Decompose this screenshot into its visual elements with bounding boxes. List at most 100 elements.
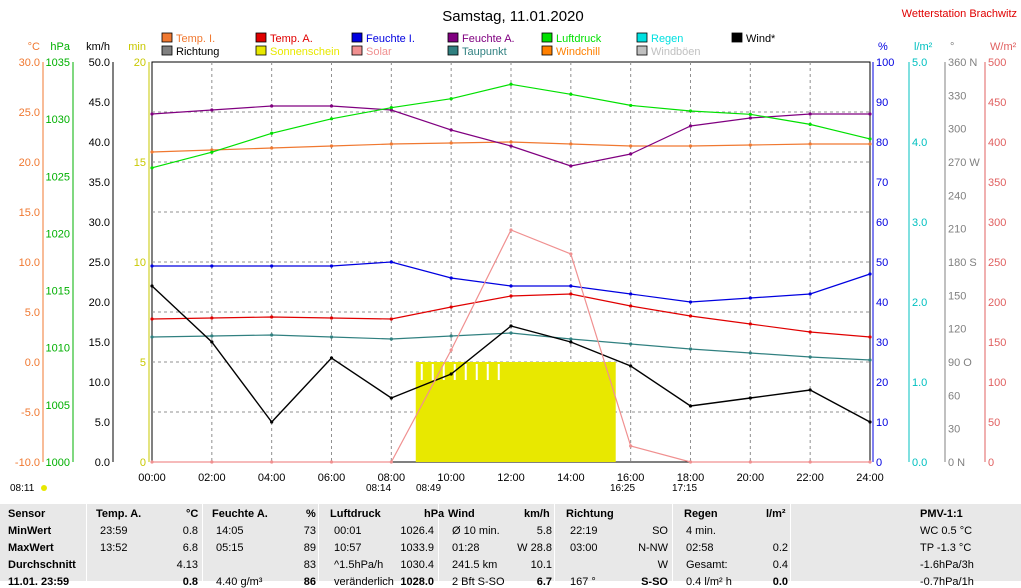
legend-swatch xyxy=(541,45,553,56)
stats-hum-value: 89 xyxy=(303,542,316,554)
column-separator xyxy=(438,504,439,581)
stats-pmv-value: -0.7hPa/1h xyxy=(920,576,974,588)
data-point xyxy=(270,264,274,268)
pct-tick: 20 xyxy=(876,377,888,389)
stats-dir-time: 03:00 xyxy=(570,542,598,554)
stats-hum-value: 83 xyxy=(303,559,316,571)
data-point xyxy=(808,330,812,334)
stats-row-label: 11.01. 23:59 xyxy=(8,576,70,588)
column-separator xyxy=(554,504,555,581)
data-point xyxy=(329,335,334,339)
deg-tick: 90 O xyxy=(948,357,972,369)
deg-tick: 270 W xyxy=(948,157,980,169)
legend-swatch xyxy=(161,45,173,56)
stats-rain-time: 4 min. xyxy=(686,525,716,537)
stats-rain-time: Gesamt: xyxy=(686,559,728,571)
stats-header-hum: Feuchte A. xyxy=(212,508,268,520)
legend-swatch xyxy=(255,45,267,56)
kmh-tick: 15.0 xyxy=(89,337,110,349)
column-separator xyxy=(86,504,87,581)
legend: Temp. I. Temp. A. Feuchte I. Feuchte A. Luft… xyxy=(161,32,776,58)
hpa-tick: 1035 xyxy=(46,57,70,69)
legend-label: Luftdruck xyxy=(556,33,602,45)
data-point xyxy=(449,97,453,101)
data-point xyxy=(569,252,573,256)
wm2-tick: 300 xyxy=(988,217,1006,229)
data-point xyxy=(748,296,752,300)
data-point xyxy=(808,142,812,146)
data-point xyxy=(629,292,633,296)
stats-hum-time: 05:15 xyxy=(216,542,244,554)
data-point xyxy=(449,372,453,376)
data-point xyxy=(509,140,513,144)
legend-label: Wind* xyxy=(746,33,776,45)
pct-tick: 50 xyxy=(876,257,888,269)
stats-wind-time: Ø 10 min. xyxy=(452,525,500,537)
data-point xyxy=(329,356,334,360)
data-point xyxy=(748,322,752,326)
data-point xyxy=(329,144,334,148)
deg-tick: 210 xyxy=(948,224,966,236)
data-point xyxy=(748,396,752,400)
data-point xyxy=(449,276,453,280)
data-point xyxy=(270,333,274,337)
column-separator xyxy=(202,504,203,581)
wm2-tick: 400 xyxy=(988,137,1006,149)
axes: °C 30.0 25.0 20.0 15.0 10.0 5.0 0.0 -5.0 -10.0 hPa… xyxy=(15,41,1017,484)
stats-pmv-value: TP -1.3 °C xyxy=(920,542,972,554)
data-point xyxy=(509,82,513,86)
pct-tick: 30 xyxy=(876,337,888,349)
data-point xyxy=(629,152,633,156)
data-point xyxy=(629,364,633,368)
stats-header-wind-unit: km/h xyxy=(524,508,550,520)
data-point xyxy=(150,317,154,321)
legend-swatch xyxy=(447,45,459,56)
data-point xyxy=(270,131,274,135)
time-tick: 12:00 xyxy=(497,472,525,484)
sunrise-label: 08:14 xyxy=(366,483,391,494)
kmh-tick: 5.0 xyxy=(95,417,110,429)
data-point xyxy=(389,106,393,110)
stats-header-pmv: PMV-1:1 xyxy=(920,508,963,520)
data-point xyxy=(868,420,872,424)
legend-swatch xyxy=(447,32,459,43)
lm2-tick: 0.0 xyxy=(912,457,927,469)
data-point xyxy=(748,351,752,355)
stats-rain-value: 0.0 xyxy=(772,576,788,588)
data-point xyxy=(210,264,214,268)
deg-tick: 360 N xyxy=(948,57,977,69)
data-point xyxy=(868,358,872,362)
deg-tick: 0 N xyxy=(948,457,965,469)
weather-chart: Samstag, 11.01.2020 Wetterstation Brachw… xyxy=(10,8,1017,494)
data-point xyxy=(509,331,513,335)
stats-header-temp-unit: °C xyxy=(186,508,199,520)
stats-dir-value: S-SO xyxy=(641,576,668,588)
data-point xyxy=(808,388,812,392)
kmh-tick: 20.0 xyxy=(89,297,110,309)
stats-pressure-value: 1033.9 xyxy=(400,542,434,554)
legend-label: Solar xyxy=(366,46,392,58)
stats-pmv-value: -1.6hPa/3h xyxy=(920,559,974,571)
data-point xyxy=(329,117,334,121)
legend-swatch xyxy=(351,45,363,56)
data-point xyxy=(868,335,872,339)
deg-unit: ° xyxy=(950,41,954,53)
stats-wind-value: W 28.8 xyxy=(517,542,552,554)
stats-pressure-value: 1026.4 xyxy=(400,525,434,537)
legend-label: Temp. A. xyxy=(270,33,313,45)
temp-tick: 25.0 xyxy=(19,107,40,119)
legend-swatch xyxy=(351,32,363,43)
deg-tick: 60 xyxy=(948,390,960,402)
time-tick: 20:00 xyxy=(737,472,765,484)
temp-unit: °C xyxy=(28,41,40,53)
data-point xyxy=(270,420,274,424)
min-tick: 5 xyxy=(140,357,146,369)
min-tick: 20 xyxy=(134,57,146,69)
kmh-tick: 45.0 xyxy=(89,97,110,109)
kmh-tick: 35.0 xyxy=(89,177,110,189)
lm2-tick: 1.0 xyxy=(912,377,927,389)
stats-header-temp: Temp. A. xyxy=(96,508,142,520)
stats-temp-value: 0.8 xyxy=(182,576,198,588)
stats-wind-value: 5.8 xyxy=(536,525,552,537)
legend-label: Sonnenschein xyxy=(270,46,340,58)
